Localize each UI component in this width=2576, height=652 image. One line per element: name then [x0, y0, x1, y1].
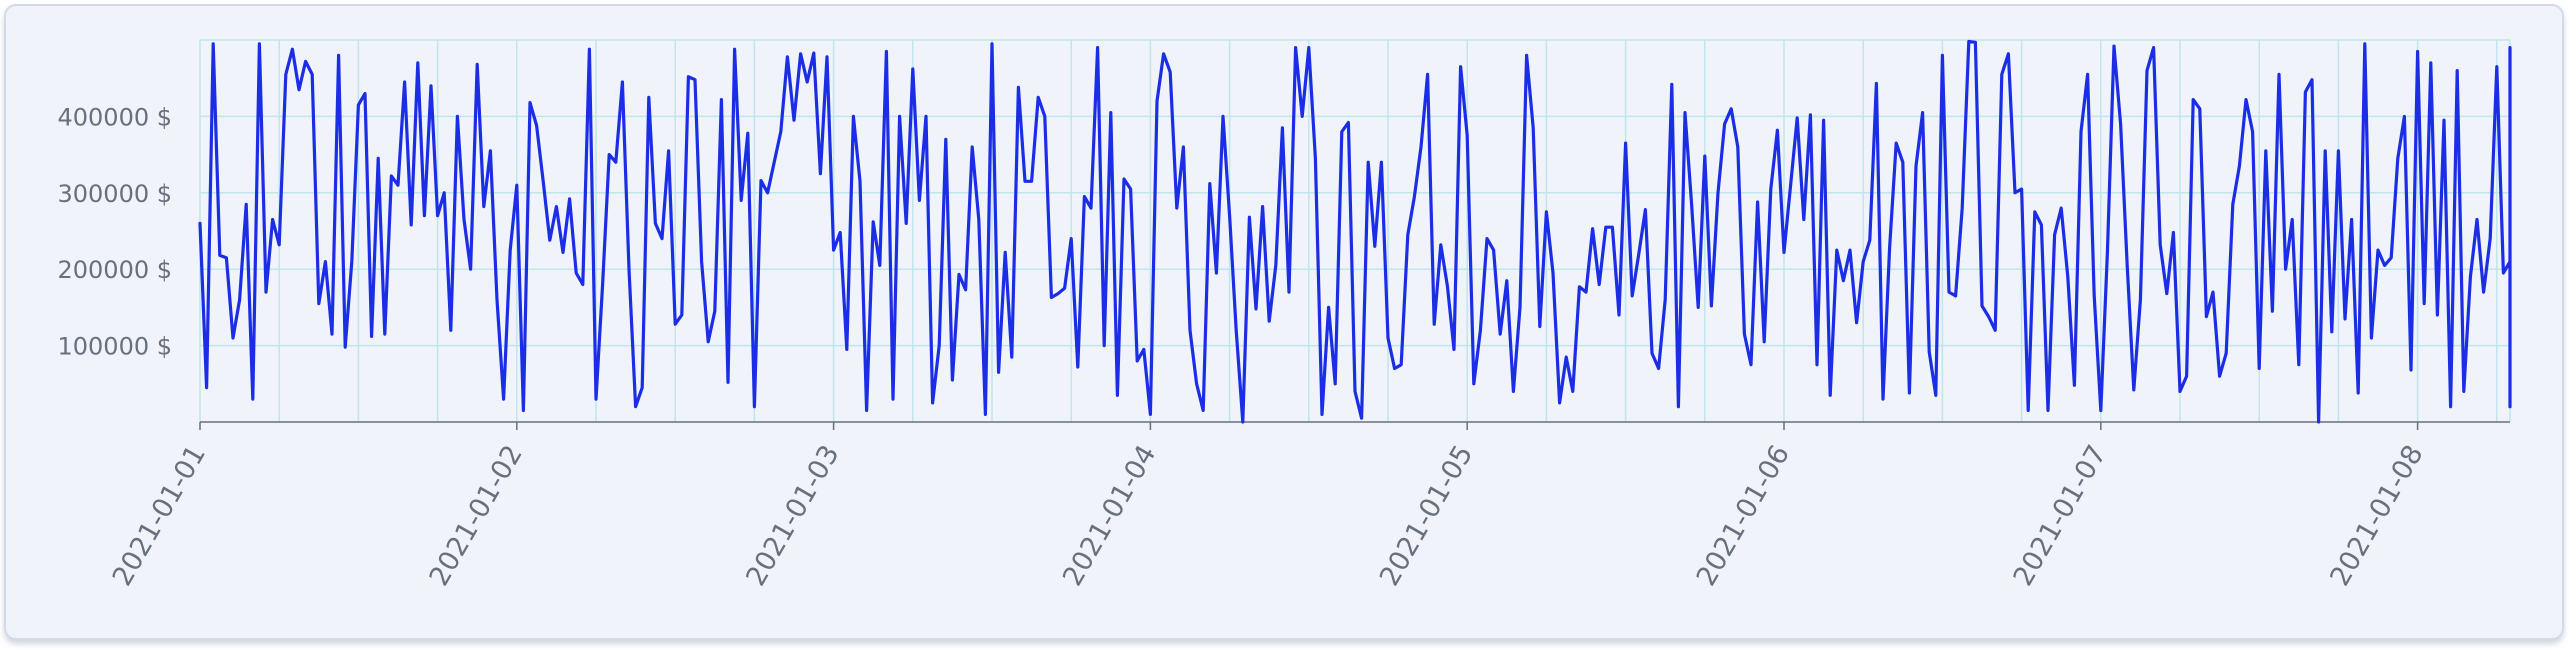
- axis-layer: [199, 421, 2510, 430]
- series-line: [198, 39, 2512, 424]
- series-layer: [198, 39, 2512, 424]
- x-tick-label: 2021-01-01: [107, 440, 212, 591]
- y-tick-label: 300000 $: [57, 180, 172, 208]
- y-tick-label: 400000 $: [57, 103, 172, 131]
- x-tick-label: 2021-01-03: [740, 440, 845, 591]
- x-tick-label: 2021-01-06: [1691, 440, 1796, 591]
- x-tick-label: 2021-01-02: [424, 440, 529, 591]
- x-tick-label: 2021-01-08: [2324, 440, 2429, 591]
- y-tick-label: 200000 $: [57, 256, 172, 284]
- x-tick-label: 2021-01-04: [1057, 440, 1162, 591]
- x-tick-label: 2021-01-07: [2008, 440, 2113, 591]
- y-tick-label: 100000 $: [57, 333, 172, 361]
- x-tick-label: 2021-01-05: [1374, 440, 1479, 591]
